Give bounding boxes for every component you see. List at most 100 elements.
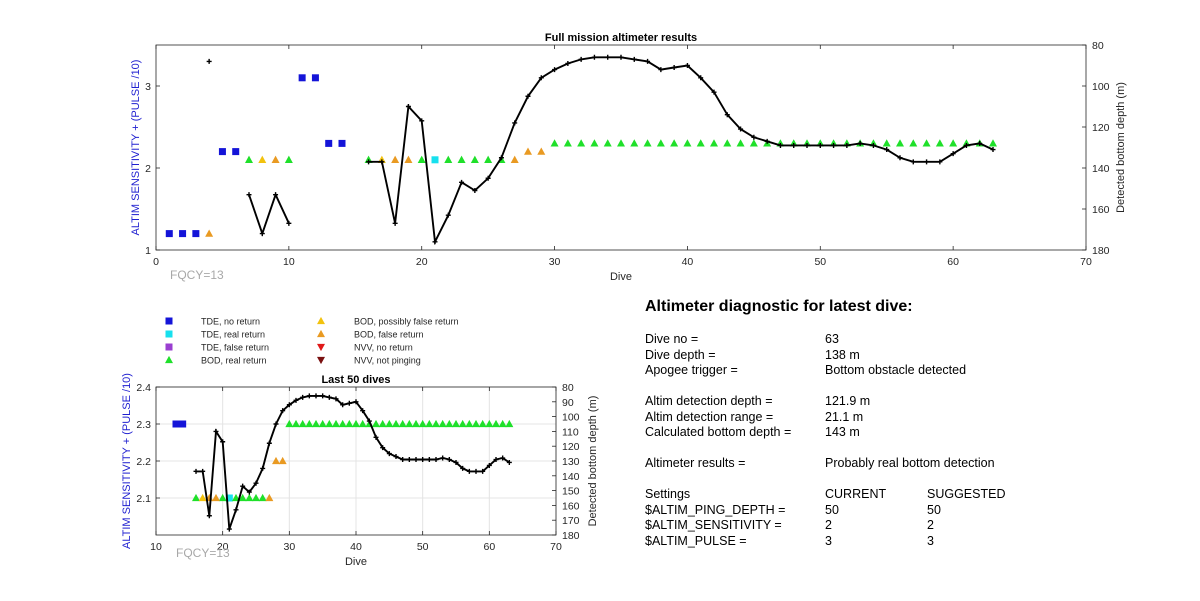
bottom-depth-point <box>246 489 252 495</box>
bod-real-return-marker <box>385 419 394 428</box>
bod-real-return-marker <box>472 419 480 428</box>
bottom-depth-point <box>480 468 486 474</box>
bottom-depth-line <box>368 56 994 246</box>
bod-false-return-marker <box>537 147 546 155</box>
setting-name: $ALTIM_PING_DEPTH = <box>645 502 786 517</box>
bottom-depth-point <box>453 459 459 465</box>
y-right-tick-label: 180 <box>1092 245 1110 257</box>
bod-real-return-marker <box>445 419 454 428</box>
y-left-tick-label: 2.1 <box>136 493 151 505</box>
bottom-depth-point <box>512 120 518 126</box>
bottom-depth-point <box>366 159 372 165</box>
legend-label: BOD, false return <box>354 330 424 340</box>
bod-real-return-marker <box>398 419 407 428</box>
bottom-depth-point <box>392 220 398 226</box>
bottom-depth-point <box>897 155 903 161</box>
bottom-depth-point <box>206 513 212 519</box>
bod-real-return-marker <box>882 139 891 147</box>
tde-no-return-marker <box>172 420 180 428</box>
bod-real-return-marker <box>405 419 414 428</box>
bottom-depth-point <box>804 142 810 148</box>
setting-current: 2 <box>825 518 832 532</box>
bottom-depth-point <box>910 159 916 165</box>
apogee-value: Bottom obstacle detected <box>825 363 967 377</box>
bod-real-return-marker <box>292 419 300 428</box>
bottom-depth-point <box>300 394 306 400</box>
y-right-tick-label: 90 <box>562 397 574 409</box>
bottom-depth-point <box>432 239 438 245</box>
bottom-depth-point <box>426 457 432 463</box>
bottom-depth-point <box>466 468 472 474</box>
y-right-tick-label: 140 <box>1092 163 1110 175</box>
setting-name: $ALTIM_PULSE = <box>645 533 747 548</box>
bod-real-return-marker <box>492 419 500 428</box>
x-axis-label: Dive <box>345 556 367 568</box>
calculated-depth-row: Calculated bottom depth = 143 m <box>645 425 1165 441</box>
bod-false-return-marker <box>524 147 532 155</box>
bottom-depth-point <box>213 428 219 434</box>
x-tick-label: 0 <box>153 256 159 268</box>
y-left-axis-label: ALTIM SENSITIVITY + (PULSE /10) <box>121 373 133 549</box>
tde-real-return-marker <box>225 494 233 502</box>
x-tick-label: 50 <box>417 541 429 553</box>
bottom-depth-point <box>340 402 346 408</box>
bottom-depth-point <box>857 140 863 146</box>
bod-real-return-marker <box>749 139 758 147</box>
dive-no-value: 63 <box>825 332 839 346</box>
bottom-depth-point <box>990 147 996 153</box>
diagnostic-title: Altimeter diagnostic for latest dive: <box>645 298 913 315</box>
bod-real-return-marker <box>577 139 586 147</box>
dive-no-row: Dive no = 63 <box>645 332 1165 348</box>
y-right-tick-label: 150 <box>562 486 580 498</box>
bottom-depth-point <box>379 159 385 165</box>
bottom-depth-point <box>373 434 379 440</box>
bottom-depth-point <box>684 63 690 68</box>
chart-title: Full mission altimeter results <box>545 32 697 44</box>
bottom-depth-point <box>698 75 704 81</box>
bottom-depth-point <box>193 468 199 474</box>
setting-row: $ALTIM_PING_DEPTH = 50 50 <box>645 503 1165 519</box>
y-right-tick-label: 100 <box>1092 81 1110 93</box>
bottom-depth-point <box>791 142 797 148</box>
bottom-depth-point <box>313 393 319 399</box>
bottom-depth-point <box>493 457 499 463</box>
bod-real-return-marker <box>218 493 227 502</box>
bod-real-return-marker <box>318 419 327 428</box>
bottom-depth-point <box>226 526 232 532</box>
bod-real-return-marker <box>305 419 314 428</box>
bottom-depth-point <box>870 142 876 148</box>
legend-marker-nvv-no-return <box>317 343 325 352</box>
legend-label: NVV, not pinging <box>354 356 421 366</box>
bottom-depth-point <box>406 457 412 463</box>
bod-possibly-false-return-marker <box>258 155 267 163</box>
y-left-axis-label: ALTIM SENSITIVITY + (PULSE /10) <box>130 60 142 236</box>
dive-depth-row: Dive depth = 138 m <box>645 348 1165 364</box>
bottom-depth-point <box>506 459 512 465</box>
bod-real-return-marker <box>352 419 360 428</box>
setting-suggested: 3 <box>927 533 934 548</box>
bottom-depth-point <box>253 480 259 486</box>
tde-no-return-marker <box>165 230 173 238</box>
setting-current: 3 <box>825 533 832 548</box>
bod-false-return-marker <box>510 155 519 163</box>
bottom-depth-line <box>196 394 510 530</box>
y-left-tick-label: 2.4 <box>136 382 151 394</box>
y-right-tick-label: 80 <box>562 382 574 394</box>
bottom-depth-point <box>405 104 411 109</box>
bottom-depth-point <box>206 58 212 64</box>
bottom-depth-point <box>578 56 584 62</box>
legend-label: NVV, no return <box>354 343 413 353</box>
x-tick-label: 30 <box>283 541 295 553</box>
bottom-depth-point <box>460 465 466 471</box>
legend-label: TDE, real return <box>201 330 265 340</box>
bod-real-return-marker <box>332 419 340 428</box>
bod-real-return-marker <box>656 139 665 147</box>
calculated-depth-label: Calculated bottom depth = <box>645 425 792 439</box>
bottom-depth-point <box>963 142 969 148</box>
bottom-depth-point <box>831 142 837 148</box>
bod-real-return-marker <box>372 419 380 428</box>
legend: TDE, no return TDE, real return TDE, false… <box>165 317 459 366</box>
bottom-depth-point <box>605 54 611 60</box>
y-right-tick-label: 120 <box>1092 122 1110 134</box>
y-left-tick-label: 2 <box>145 163 151 175</box>
